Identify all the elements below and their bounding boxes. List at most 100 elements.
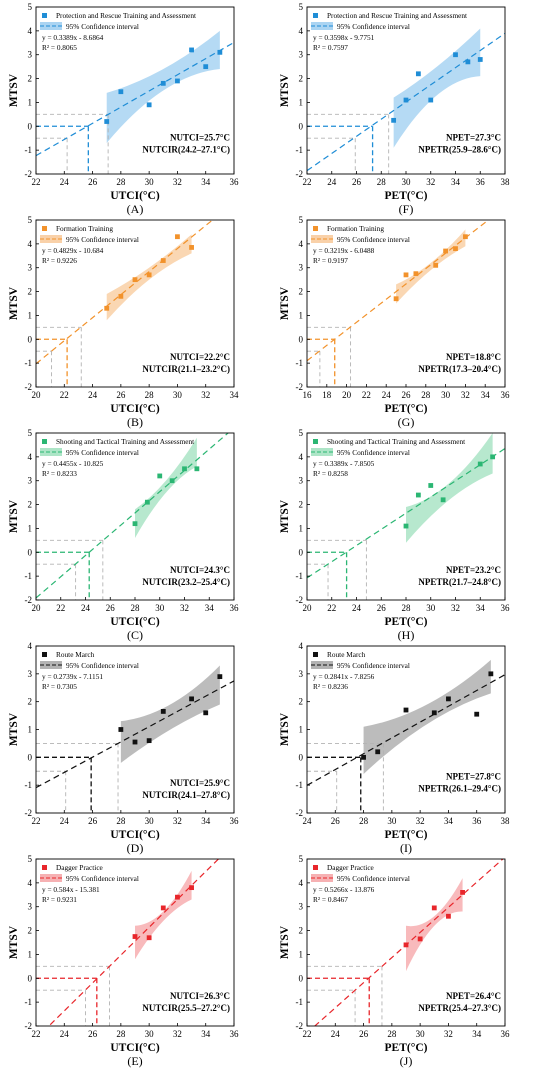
- data-point: [146, 272, 152, 278]
- data-point: [428, 483, 434, 488]
- data-point: [104, 119, 110, 124]
- regression-equation: y = 0.5266x - 13.876: [313, 885, 375, 894]
- x-tick-label: 22: [32, 816, 41, 826]
- data-point: [391, 117, 397, 123]
- x-tick-label: 22: [303, 1029, 312, 1039]
- y-tick-label: 4: [28, 239, 33, 249]
- y-tick-label: 0: [28, 334, 33, 344]
- y-tick-label: 5: [299, 2, 304, 12]
- legend-band-label: 95% Confidence interval: [337, 874, 410, 883]
- x-axis-label: PET(°C): [385, 616, 428, 628]
- legend-marker: [42, 865, 47, 870]
- plot-area: [307, 433, 505, 600]
- confidence-band: [135, 870, 192, 960]
- data-point: [146, 102, 152, 108]
- y-tick-label: 5: [299, 215, 304, 225]
- data-point: [415, 492, 421, 498]
- y-tick-label: -1: [25, 571, 33, 581]
- chart-panel-4: 16 18 20 22 24 26 28 30 32 34 36-2-1012345PET(°C)M…: [279, 215, 510, 429]
- neutral-temperature-label: NUTCI=24.3°C: [170, 565, 230, 575]
- neutral-temperature-label: NUTCI=26.3°C: [170, 991, 230, 1001]
- y-tick-label: 2: [28, 500, 33, 510]
- regression-equation: y = 0.3389x - 8.6864: [42, 33, 104, 42]
- y-tick-label: -1: [296, 571, 304, 581]
- x-tick-label: 30: [145, 177, 155, 187]
- y-tick-label: -2: [296, 169, 304, 179]
- legend-series-label: Shooting and Tactical Training and Asses…: [327, 437, 465, 446]
- data-point: [217, 49, 223, 55]
- x-tick-label: 24: [303, 816, 313, 826]
- x-tick-label: 28: [377, 177, 387, 187]
- data-point: [175, 894, 180, 900]
- y-tick-label: -2: [25, 595, 33, 605]
- panel-label: (F): [399, 202, 414, 216]
- y-axis-label: MTSV: [8, 712, 20, 746]
- x-tick-label: 26: [88, 816, 98, 826]
- y-tick-label: 1: [299, 725, 304, 735]
- x-tick-label: 34: [481, 390, 491, 400]
- axes-frame: [35, 6, 235, 175]
- x-tick-label: 36: [476, 177, 486, 187]
- data-point: [403, 272, 409, 278]
- x-axis-label: UTCI(°C): [110, 190, 159, 202]
- data-point: [146, 935, 152, 941]
- data-point: [474, 711, 480, 717]
- legend-band-label: 95% Confidence interval: [66, 874, 139, 883]
- y-tick-label: -2: [25, 169, 33, 179]
- legend-marker: [313, 865, 318, 870]
- chart-panel-5: 20 22 24 26 28 30 32 34 36-2-1012345UTCI(°C)MTSV…: [8, 428, 239, 642]
- y-tick-label: 5: [28, 854, 33, 864]
- neutral-temperature-label: NPET=18.8°C: [446, 352, 501, 362]
- y-tick-label: 3: [28, 902, 33, 912]
- confidence-band: [396, 229, 466, 304]
- data-point: [189, 696, 194, 702]
- x-tick-label: 34: [201, 177, 211, 187]
- plot-area: [307, 859, 504, 1026]
- neutral-temperature-label: NUTCI=25.7°C: [170, 133, 230, 143]
- confidence-band: [135, 437, 197, 538]
- data-point: [132, 934, 138, 939]
- data-point: [375, 749, 381, 755]
- y-tick-label: 2: [28, 926, 33, 936]
- x-tick-label: 28: [387, 1029, 397, 1039]
- data-point: [157, 473, 163, 479]
- neutral-temperature-label: NPET=27.8°C: [446, 772, 501, 782]
- r-squared: R² = 0.9231: [42, 895, 77, 904]
- y-tick-label: 2: [299, 287, 304, 297]
- plot-area: [36, 665, 234, 813]
- x-tick-label: 36: [230, 177, 240, 187]
- legend-band-swatch: [40, 874, 62, 882]
- data-point: [160, 80, 166, 86]
- x-tick-label: 24: [352, 603, 362, 613]
- r-squared: R² = 0.7305: [42, 682, 77, 691]
- y-axis-label: MTSV: [8, 286, 20, 320]
- legend-series-label: Dagger Practice: [56, 863, 103, 872]
- y-tick-label: 2: [299, 926, 304, 936]
- x-tick-label: 22: [32, 177, 41, 187]
- regression-line: [307, 220, 490, 362]
- chart-panel-1: 22 24 26 28 30 32 34 36-2-1012345UTCI(°C)MTSV(A…: [8, 2, 239, 216]
- data-point: [175, 78, 180, 84]
- neutral-temperature-label: NPET=23.2°C: [446, 565, 501, 575]
- legend-band-label: 95% Confidence interval: [66, 448, 139, 457]
- y-tick-label: 4: [28, 641, 33, 651]
- x-tick-label: 32: [173, 816, 182, 826]
- data-point: [431, 710, 437, 716]
- x-axis-label: UTCI(°C): [110, 829, 159, 841]
- y-tick-label: -2: [296, 1021, 304, 1031]
- y-tick-label: 0: [28, 973, 33, 983]
- legend-series-label: Route March: [327, 650, 366, 659]
- y-tick-label: 3: [299, 476, 304, 486]
- x-tick-label: 32: [426, 177, 435, 187]
- data-point: [182, 466, 187, 472]
- x-tick-label: 36: [230, 816, 240, 826]
- neutral-range-label: NPETR(17.3–20.4°C): [418, 364, 501, 374]
- neutral-range-label: NUTCIR(24.1–27.8°C): [142, 790, 230, 800]
- x-axis-label: UTCI(°C): [110, 616, 159, 628]
- data-point: [446, 913, 451, 919]
- x-tick-label: 28: [421, 390, 431, 400]
- y-tick-label: 3: [299, 50, 304, 60]
- regression-line: [36, 220, 214, 365]
- y-tick-label: -1: [25, 358, 33, 368]
- y-tick-label: 5: [299, 854, 304, 864]
